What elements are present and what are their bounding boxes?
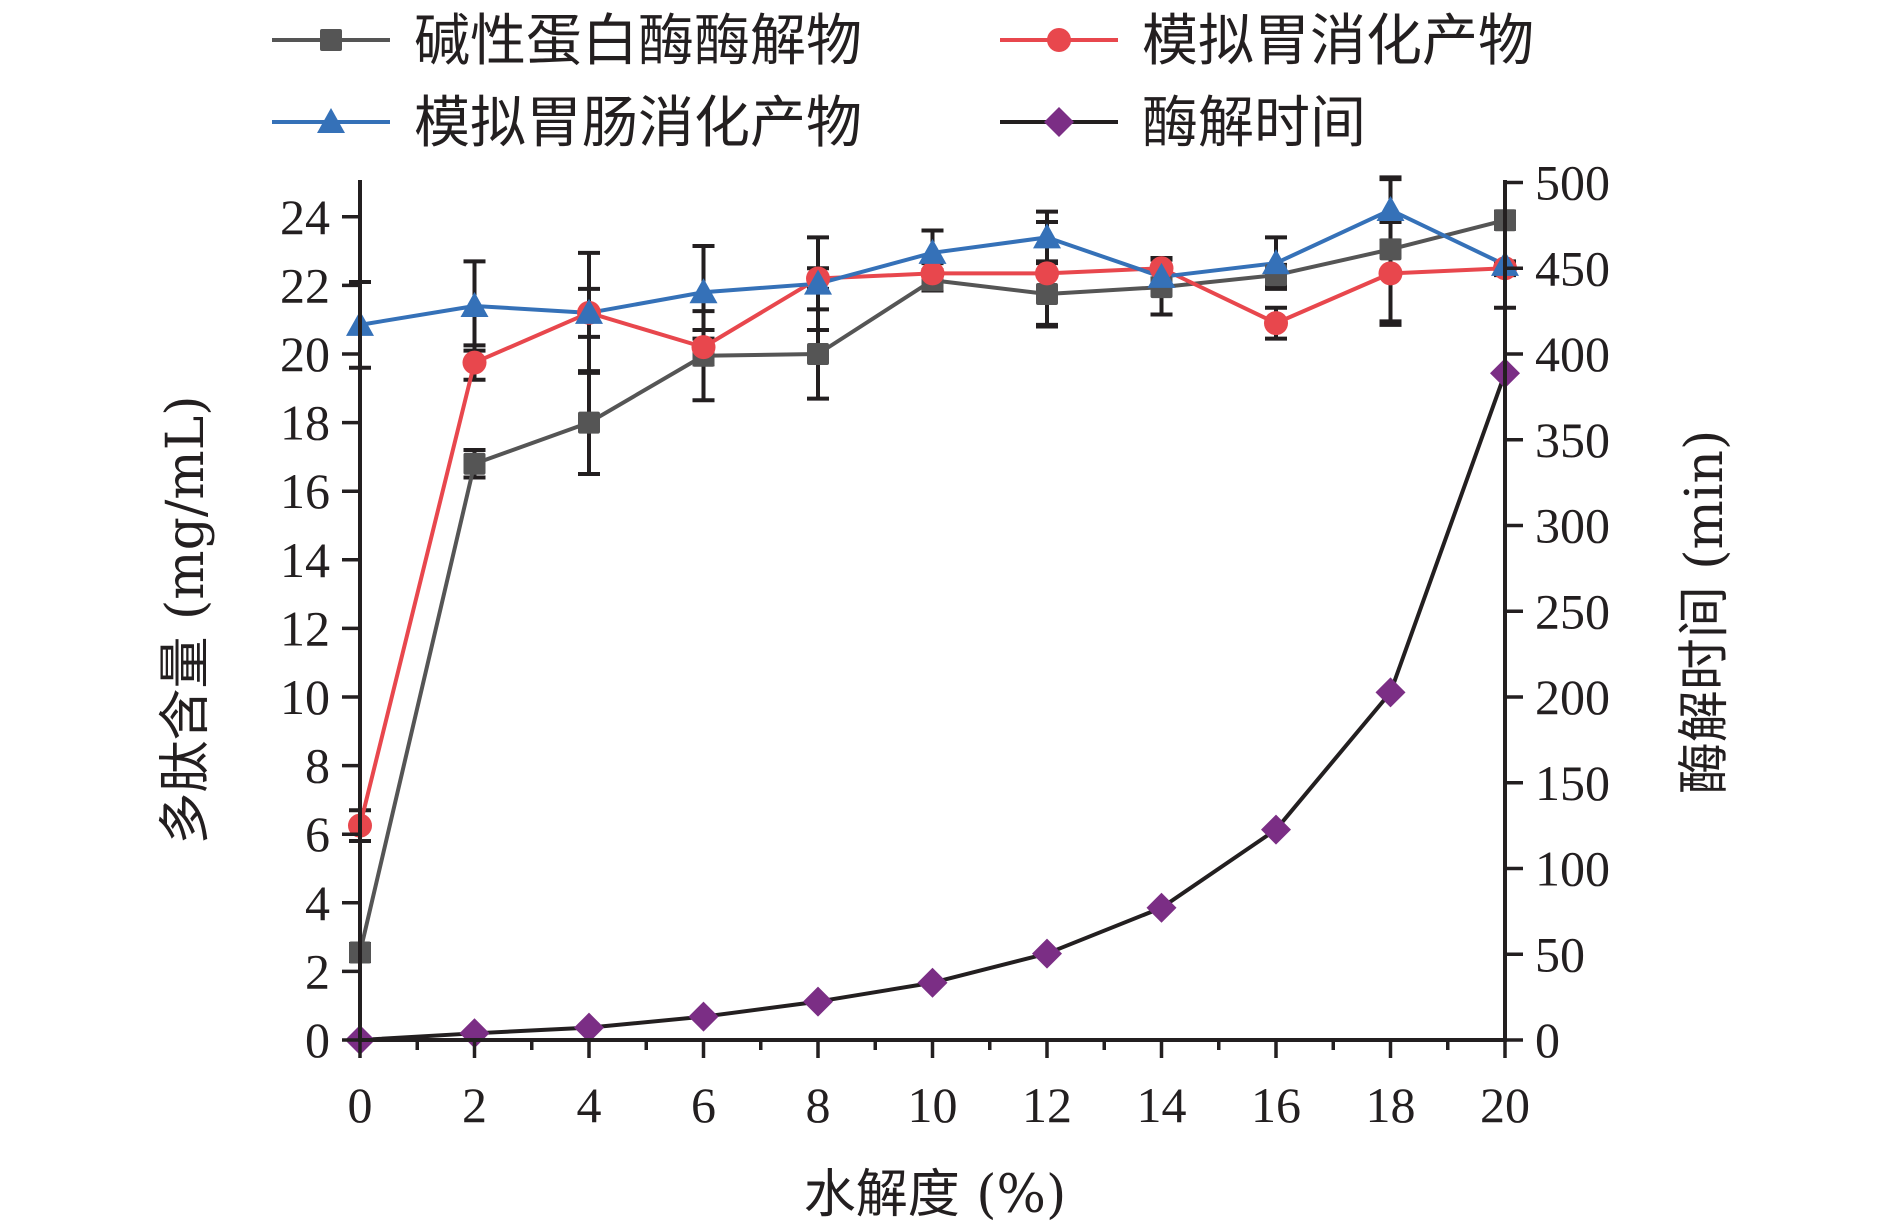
tick-labels: 0 2 4 6 8 10 12 14 16 18 2002468101214161820222405… — [280, 155, 1610, 1134]
y-left-tick-label: 24 — [280, 189, 330, 245]
series-2-point — [804, 269, 832, 295]
legend-swatch-marker — [1044, 107, 1074, 137]
series-1-point — [1264, 311, 1288, 336]
series-2-point — [575, 298, 603, 324]
series-lines — [358, 207, 1507, 1042]
y-left-tick-label: 8 — [305, 738, 330, 794]
series-2-point — [1147, 262, 1176, 288]
x-tick-label: 0 — [348, 1077, 373, 1133]
series-3-point — [1032, 938, 1062, 969]
legend-label: 模拟胃肠消化产物 — [414, 91, 862, 156]
series-markers — [345, 195, 1520, 1055]
x-tick-label: 6 — [691, 1077, 716, 1133]
series-3-point — [917, 967, 948, 998]
series-3-point — [574, 1012, 604, 1043]
series-1-point — [1378, 261, 1403, 286]
y-right-tick-label: 150 — [1535, 755, 1610, 811]
y-right-tick-label: 350 — [1535, 412, 1610, 468]
y-right-tick-label: 250 — [1535, 583, 1610, 639]
series-3-point — [803, 986, 833, 1017]
y-left-tick-label: 2 — [305, 943, 330, 999]
series-0-point — [578, 411, 600, 434]
y-left-tick-label: 4 — [305, 875, 330, 931]
legend-label: 模拟胃消化产物 — [1142, 9, 1534, 74]
y-right-tick-label: 0 — [1535, 1012, 1560, 1068]
y-axis-left-title: 多肽含量 (mg/mL) — [156, 395, 216, 844]
y-left-tick-label: 16 — [280, 463, 330, 519]
y-left-tick-label: 14 — [280, 532, 330, 588]
y-axis-right-title: 酶解时间 (min) — [1675, 430, 1735, 795]
series-2-point — [1262, 249, 1290, 275]
series-2-point — [689, 278, 718, 304]
series-1-point — [462, 350, 487, 375]
series-1-line — [358, 266, 1506, 827]
legend-item: 模拟胃消化产物 — [1000, 9, 1534, 74]
series-2-point — [1033, 223, 1061, 249]
series-1-point — [1035, 261, 1059, 286]
y-left-tick-label: 0 — [305, 1012, 330, 1068]
x-tick-label: 4 — [577, 1077, 602, 1133]
series-0-point — [807, 343, 829, 365]
x-tick-label: 8 — [806, 1077, 831, 1133]
series-2-point — [918, 238, 947, 264]
y-left-tick-label: 10 — [280, 669, 330, 725]
axes — [342, 180, 1523, 1058]
series-0-point — [463, 452, 486, 475]
series-2-point — [460, 291, 489, 317]
series-3-point — [1146, 892, 1177, 923]
y-right-tick-label: 500 — [1535, 155, 1610, 211]
series-0-point — [1379, 238, 1402, 261]
x-axis-title: 水解度 (%) — [804, 1165, 1067, 1225]
legend-item: 模拟胃肠消化产物 — [272, 91, 862, 156]
y-left-tick-label: 22 — [280, 257, 330, 313]
series-3-line — [359, 372, 1507, 1042]
y-right-tick-label: 400 — [1535, 326, 1610, 382]
series-3-point — [1261, 814, 1291, 845]
y-left-tick-label: 20 — [280, 326, 330, 382]
x-tick-label: 10 — [908, 1077, 958, 1133]
series-3-point — [1375, 677, 1406, 708]
y-left-tick-label: 12 — [280, 600, 330, 656]
y-right-tick-label: 100 — [1535, 841, 1610, 897]
legend-label: 酶解时间 — [1142, 91, 1366, 156]
x-tick-label: 16 — [1251, 1077, 1301, 1133]
legend-item: 酶解时间 — [1000, 91, 1366, 156]
series-1-point — [691, 335, 716, 360]
y-right-tick-label: 50 — [1535, 926, 1585, 982]
y-right-tick-label: 450 — [1535, 240, 1610, 296]
x-tick-label: 20 — [1480, 1077, 1530, 1133]
x-tick-label: 14 — [1137, 1077, 1187, 1133]
x-tick-label: 2 — [462, 1077, 487, 1133]
x-tick-label: 12 — [1022, 1077, 1072, 1133]
legend-swatch-marker — [317, 108, 345, 133]
legend-item: 碱性蛋白酶酶解物 — [272, 9, 862, 74]
series-1-point — [920, 261, 945, 286]
series-0-point — [1036, 282, 1058, 305]
series-3-point — [688, 1001, 719, 1032]
y-right-tick-label: 300 — [1535, 498, 1610, 554]
series-2-point — [1376, 195, 1405, 221]
legend-swatch-marker — [320, 29, 342, 51]
series-0-line — [358, 218, 1506, 953]
x-tick-label: 18 — [1366, 1077, 1416, 1133]
y-right-tick-label: 200 — [1535, 669, 1610, 725]
y-left-tick-label: 6 — [305, 806, 330, 862]
y-left-tick-label: 18 — [280, 395, 330, 451]
legend-swatch-marker — [1047, 28, 1071, 52]
legend-label: 碱性蛋白酶酶解物 — [414, 9, 862, 74]
